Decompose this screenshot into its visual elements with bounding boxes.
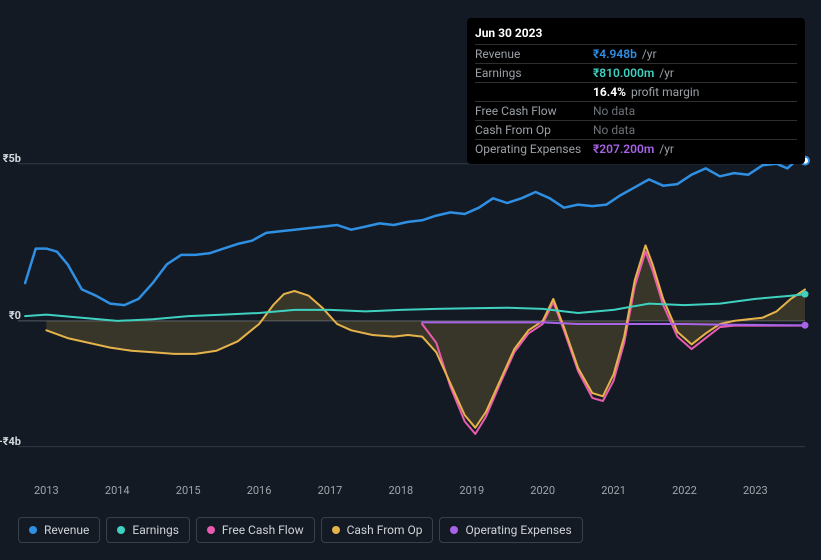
x-axis-label: 2014 bbox=[105, 484, 130, 497]
tooltip-row-label: Operating Expenses bbox=[475, 142, 593, 156]
y-axis-label: ₹5b bbox=[0, 152, 21, 165]
x-axis-label: 2021 bbox=[601, 484, 626, 497]
tooltip-row-value: No data bbox=[593, 123, 635, 137]
legend-item-cash-from-op[interactable]: Cash From Op bbox=[321, 517, 434, 543]
tooltip-row: Cash From OpNo data bbox=[475, 120, 797, 139]
tooltip-row-value: No data bbox=[593, 104, 635, 118]
legend: Revenue Earnings Free Cash Flow Cash From O… bbox=[18, 517, 583, 543]
tooltip-row: Earnings₹810.000m /yr bbox=[475, 63, 797, 82]
legend-label: Earnings bbox=[132, 523, 179, 537]
legend-dot-icon bbox=[332, 526, 340, 534]
x-axis-label: 2020 bbox=[530, 484, 555, 497]
legend-label: Cash From Op bbox=[347, 523, 423, 537]
tooltip-date: Jun 30 2023 bbox=[475, 24, 797, 44]
tooltip-row-value: 16.4% profit margin bbox=[593, 85, 699, 99]
x-axis-label: 2019 bbox=[459, 484, 484, 497]
x-axis-label: 2023 bbox=[743, 484, 768, 497]
tooltip-row-label bbox=[475, 85, 593, 99]
x-axis-label: 2017 bbox=[318, 484, 343, 497]
tooltip-row-value: ₹207.200m /yr bbox=[593, 142, 674, 156]
x-axis-label: 2022 bbox=[672, 484, 697, 497]
tooltip-row: 16.4% profit margin bbox=[475, 82, 797, 101]
legend-item-operating-expenses[interactable]: Operating Expenses bbox=[439, 517, 582, 543]
tooltip-row-label: Free Cash Flow bbox=[475, 104, 593, 118]
tooltip-row: Operating Expenses₹207.200m /yr bbox=[475, 139, 797, 158]
tooltip-row: Free Cash FlowNo data bbox=[475, 101, 797, 120]
tooltip-row-label: Earnings bbox=[475, 66, 593, 80]
tooltip-row-value: ₹810.000m /yr bbox=[593, 66, 674, 80]
x-axis-label: 2015 bbox=[176, 484, 201, 497]
legend-dot-icon bbox=[450, 526, 458, 534]
y-axis-label: -₹4b bbox=[0, 435, 21, 448]
tooltip-row-label: Cash From Op bbox=[475, 123, 593, 137]
legend-item-free-cash-flow[interactable]: Free Cash Flow bbox=[196, 517, 315, 543]
legend-dot-icon bbox=[207, 526, 215, 534]
legend-label: Operating Expenses bbox=[465, 523, 571, 537]
legend-item-earnings[interactable]: Earnings bbox=[106, 517, 190, 543]
x-axis-label: 2018 bbox=[388, 484, 413, 497]
y-axis-label: ₹0 bbox=[0, 309, 21, 322]
tooltip-panel: Jun 30 2023 Revenue₹4.948b /yrEarnings₹8… bbox=[467, 18, 805, 164]
legend-item-revenue[interactable]: Revenue bbox=[18, 517, 100, 543]
x-axis-label: 2016 bbox=[247, 484, 272, 497]
tooltip-row-value: ₹4.948b /yr bbox=[593, 47, 657, 61]
legend-dot-icon bbox=[29, 526, 37, 534]
legend-label: Revenue bbox=[44, 523, 89, 537]
x-axis-label: 2013 bbox=[34, 484, 59, 497]
legend-label: Free Cash Flow bbox=[222, 523, 304, 537]
legend-dot-icon bbox=[117, 526, 125, 534]
tooltip-row-label: Revenue bbox=[475, 47, 593, 61]
tooltip-row: Revenue₹4.948b /yr bbox=[475, 44, 797, 63]
